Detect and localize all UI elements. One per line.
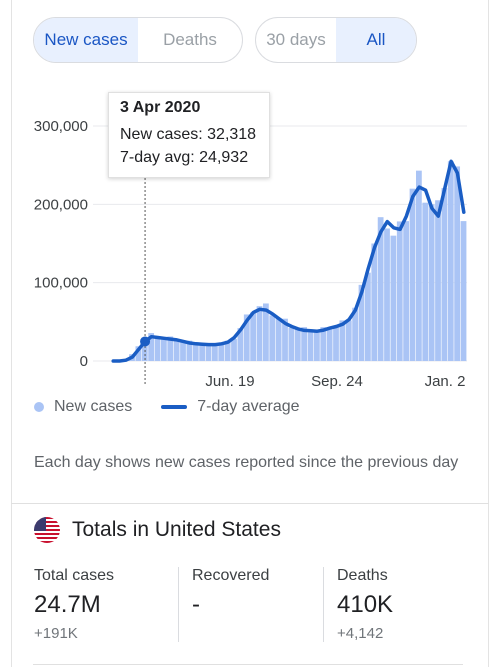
bar bbox=[192, 344, 199, 361]
avg-line bbox=[111, 159, 466, 363]
bar bbox=[250, 312, 257, 361]
stat-separator bbox=[323, 567, 324, 642]
bar bbox=[447, 161, 454, 361]
stat-label: Recovered bbox=[192, 567, 270, 584]
totals-header: Totals in United States bbox=[34, 517, 281, 543]
tooltip-avg: 7-day avg: 24,932 bbox=[120, 149, 249, 166]
bar bbox=[294, 328, 301, 361]
bar bbox=[135, 346, 142, 361]
stat-value: - bbox=[192, 591, 200, 618]
line-legend-swatch bbox=[161, 405, 188, 409]
bar bbox=[173, 340, 180, 361]
bar bbox=[256, 306, 263, 361]
bar bbox=[282, 318, 288, 361]
y-tick-label: 300,000 bbox=[34, 118, 88, 135]
bar bbox=[148, 333, 155, 361]
bar bbox=[243, 314, 250, 361]
y-tick-label: 200,000 bbox=[34, 196, 88, 213]
bar bbox=[218, 343, 225, 361]
bar bbox=[180, 340, 186, 361]
bar bbox=[154, 337, 161, 361]
y-tick-label: 0 bbox=[80, 353, 88, 370]
bar bbox=[237, 328, 244, 361]
bar bbox=[435, 200, 441, 361]
bar-legend-swatch bbox=[34, 402, 44, 412]
bar bbox=[275, 317, 282, 361]
bar bbox=[307, 332, 314, 361]
bar bbox=[422, 202, 429, 361]
bar bbox=[224, 340, 231, 361]
bar bbox=[141, 337, 148, 361]
cases-chart[interactable]: 300,000 200,000 100,000 0 Jun. 19 Sep. 24 Jan.… bbox=[0, 0, 500, 400]
x-tick-label: Jun. 19 bbox=[205, 373, 254, 390]
x-tick-label: Jan. 2 bbox=[425, 373, 466, 390]
stat-separator bbox=[178, 567, 179, 642]
bar bbox=[371, 243, 378, 361]
bar bbox=[333, 325, 339, 361]
bar bbox=[345, 320, 352, 361]
totals-title: Totals in United States bbox=[72, 518, 281, 541]
x-tick-label: Sep. 24 bbox=[311, 373, 363, 390]
bar bbox=[326, 329, 333, 361]
stat-change: +191K bbox=[34, 625, 78, 642]
bar bbox=[288, 327, 295, 361]
highlight-point bbox=[140, 336, 151, 347]
tab-new-cases[interactable]: New cases bbox=[34, 18, 138, 62]
tooltip-new-cases: New cases: 32,318 bbox=[120, 126, 257, 143]
tab-all[interactable]: All bbox=[336, 18, 416, 62]
chart-note: Each day shows new cases reported since … bbox=[34, 454, 459, 471]
bar bbox=[205, 343, 212, 361]
tab-30-days[interactable]: 30 days bbox=[266, 30, 326, 49]
us-flag-icon bbox=[34, 517, 60, 543]
bar bbox=[377, 217, 384, 361]
stat-total-cases: Total cases 24.7M +191K bbox=[34, 567, 114, 642]
chart-tooltip: 3 Apr 2020 New cases: 32,318 7-day avg: … bbox=[108, 92, 270, 178]
stat-value: 410K bbox=[337, 591, 394, 618]
legend-new-cases: New cases bbox=[54, 398, 133, 415]
bar bbox=[167, 336, 174, 361]
bar bbox=[301, 327, 308, 361]
bar bbox=[390, 235, 397, 361]
card-border-left bbox=[11, 0, 12, 667]
bar bbox=[269, 315, 276, 361]
bar bbox=[441, 187, 448, 361]
bar bbox=[460, 221, 467, 361]
bar bbox=[409, 188, 416, 361]
bar bbox=[199, 343, 206, 361]
range-toggle: 30 days All bbox=[255, 17, 417, 63]
bar bbox=[358, 284, 365, 361]
bar bbox=[416, 170, 422, 361]
bar bbox=[320, 327, 327, 361]
bar bbox=[403, 221, 410, 361]
bar bbox=[384, 228, 390, 361]
bar bbox=[454, 166, 461, 361]
stat-recovered: Recovered - bbox=[192, 567, 269, 625]
bar bbox=[231, 338, 237, 361]
y-tick-label: 100,000 bbox=[34, 275, 88, 292]
stat-value: 24.7M bbox=[34, 591, 101, 618]
bar bbox=[314, 331, 320, 361]
bar bbox=[186, 340, 193, 361]
tab-deaths[interactable]: Deaths bbox=[163, 30, 217, 49]
chart-legend: New cases 7-day average bbox=[34, 398, 300, 416]
bar bbox=[352, 307, 359, 361]
card-border-right bbox=[488, 0, 489, 667]
stat-deaths: Deaths 410K +4,142 bbox=[337, 567, 393, 642]
bar bbox=[263, 303, 269, 361]
metric-toggle: New cases Deaths bbox=[33, 17, 243, 63]
section-divider bbox=[11, 503, 489, 504]
bar bbox=[339, 320, 346, 361]
bar bbox=[428, 204, 435, 361]
tooltip-date: 3 Apr 2020 bbox=[120, 99, 201, 116]
legend-7-day-average: 7-day average bbox=[197, 398, 300, 415]
stat-label: Deaths bbox=[337, 567, 388, 584]
bar bbox=[365, 272, 371, 361]
stat-change: +4,142 bbox=[337, 625, 384, 642]
bottom-divider bbox=[33, 664, 463, 665]
bar bbox=[212, 345, 218, 361]
stat-label: Total cases bbox=[34, 567, 115, 584]
bar bbox=[396, 221, 403, 361]
bar bbox=[161, 337, 167, 361]
